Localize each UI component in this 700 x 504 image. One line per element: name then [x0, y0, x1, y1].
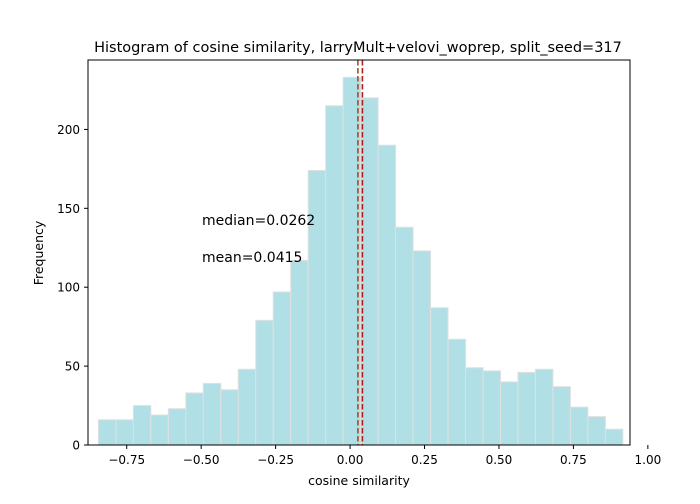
- histogram-bar: [499, 381, 519, 446]
- plot-frame: [87, 59, 631, 446]
- histogram-bar: [395, 226, 414, 446]
- histogram-bar: [377, 144, 397, 446]
- histogram-bar: [115, 419, 134, 446]
- y-tick-label: 150: [57, 202, 80, 216]
- histogram-bar: [97, 419, 117, 446]
- histogram-bar: [185, 392, 204, 446]
- histogram-bar: [237, 368, 257, 446]
- x-tick-label: 0.00: [337, 453, 364, 467]
- y-tick-label: 200: [57, 123, 80, 137]
- x-tick-label: 0.75: [560, 453, 587, 467]
- mean-annotation: mean=0.0415: [202, 250, 302, 266]
- x-axis-label: cosine similarity: [308, 473, 410, 488]
- y-tick-label: 100: [57, 281, 80, 295]
- histogram-bar: [587, 416, 606, 446]
- histogram-bar: [430, 307, 449, 446]
- histogram-bar: [202, 382, 222, 446]
- chart-title: Histogram of cosine similarity, larryMul…: [94, 40, 622, 56]
- x-tick-label: −0.25: [257, 453, 294, 467]
- histogram-bar: [569, 406, 589, 446]
- histogram-bar: [412, 250, 432, 446]
- histogram-bar: [360, 97, 379, 446]
- histogram-bar: [132, 405, 152, 446]
- x-tick-label: 1.00: [635, 453, 662, 467]
- histogram-bar: [534, 368, 554, 446]
- y-tick-label: 0: [72, 439, 80, 453]
- histogram-bar: [465, 367, 484, 446]
- histogram-bar: [447, 338, 467, 446]
- histogram-bar: [325, 105, 344, 446]
- y-axis-label: Frequency: [31, 220, 46, 285]
- histogram-bar: [517, 371, 536, 446]
- x-tick-label: −0.75: [108, 453, 145, 467]
- histogram-bar: [290, 259, 309, 446]
- histogram-bar: [552, 386, 571, 446]
- histogram-bar: [255, 319, 274, 446]
- histogram-bar: [482, 370, 501, 446]
- histogram-bar: [604, 428, 624, 446]
- x-tick-label: −0.50: [183, 453, 220, 467]
- y-tick-label: 50: [65, 360, 80, 374]
- histogram-bar: [272, 291, 292, 446]
- histogram-bar: [307, 169, 327, 446]
- histogram-bar: [167, 408, 187, 446]
- x-tick-label: 0.25: [411, 453, 438, 467]
- histogram-bars: [97, 76, 624, 446]
- histogram-bar: [150, 414, 169, 446]
- histogram-bar: [220, 389, 239, 446]
- median-annotation: median=0.0262: [202, 213, 315, 229]
- y-axis-ticks: 0 50 100 150 200: [57, 123, 88, 453]
- x-tick-label: 0.50: [486, 453, 513, 467]
- x-axis-ticks: −0.75 −0.50 −0.25 0.00 0.25 0.50 0.75 1.00: [108, 445, 661, 467]
